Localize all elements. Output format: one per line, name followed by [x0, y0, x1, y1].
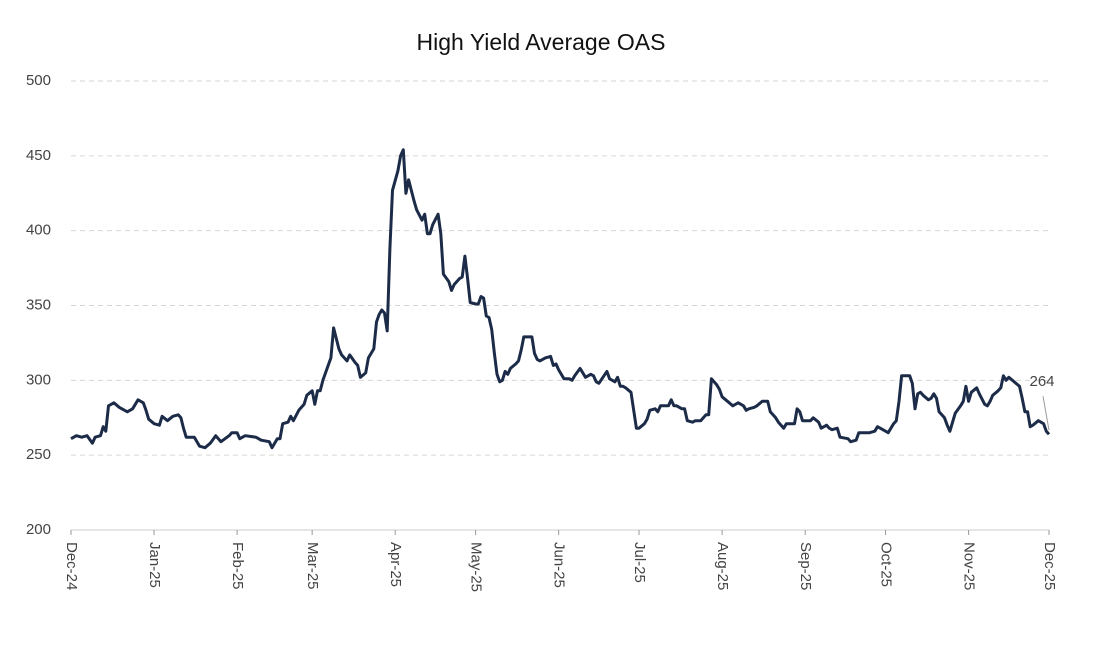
x-tick-label: Apr-25 — [387, 542, 404, 587]
y-tick-label: 500 — [26, 72, 51, 89]
x-tick-label: Oct-25 — [878, 542, 895, 587]
chart-title: High Yield Average OAS — [417, 29, 666, 55]
line-series — [70, 148, 1051, 450]
y-tick-label: 450 — [26, 147, 51, 164]
x-tick-label: Feb-25 — [229, 542, 246, 590]
end-value-label: 264 — [1029, 373, 1054, 390]
x-tick-label: Jul-25 — [631, 542, 648, 583]
y-tick-label: 350 — [26, 296, 51, 313]
x-tick-label: Mar-25 — [304, 542, 321, 590]
x-tick-label: Nov-25 — [961, 542, 978, 590]
x-tick-label: Dec-24 — [63, 542, 80, 590]
y-tick-label: 400 — [26, 222, 51, 239]
y-tick-label: 300 — [26, 371, 51, 388]
y-tick-label: 200 — [26, 521, 51, 538]
x-tick-label: Aug-25 — [714, 542, 731, 590]
x-tick-label: Dec-25 — [1041, 542, 1058, 590]
x-tick-label: Jan-25 — [146, 542, 163, 588]
x-tick-label: Sep-25 — [797, 542, 814, 590]
x-tick-label: May-25 — [468, 542, 485, 592]
label-leader — [1042, 396, 1050, 431]
x-tick-label: Jun-25 — [551, 542, 568, 588]
y-tick-label: 250 — [26, 446, 51, 463]
